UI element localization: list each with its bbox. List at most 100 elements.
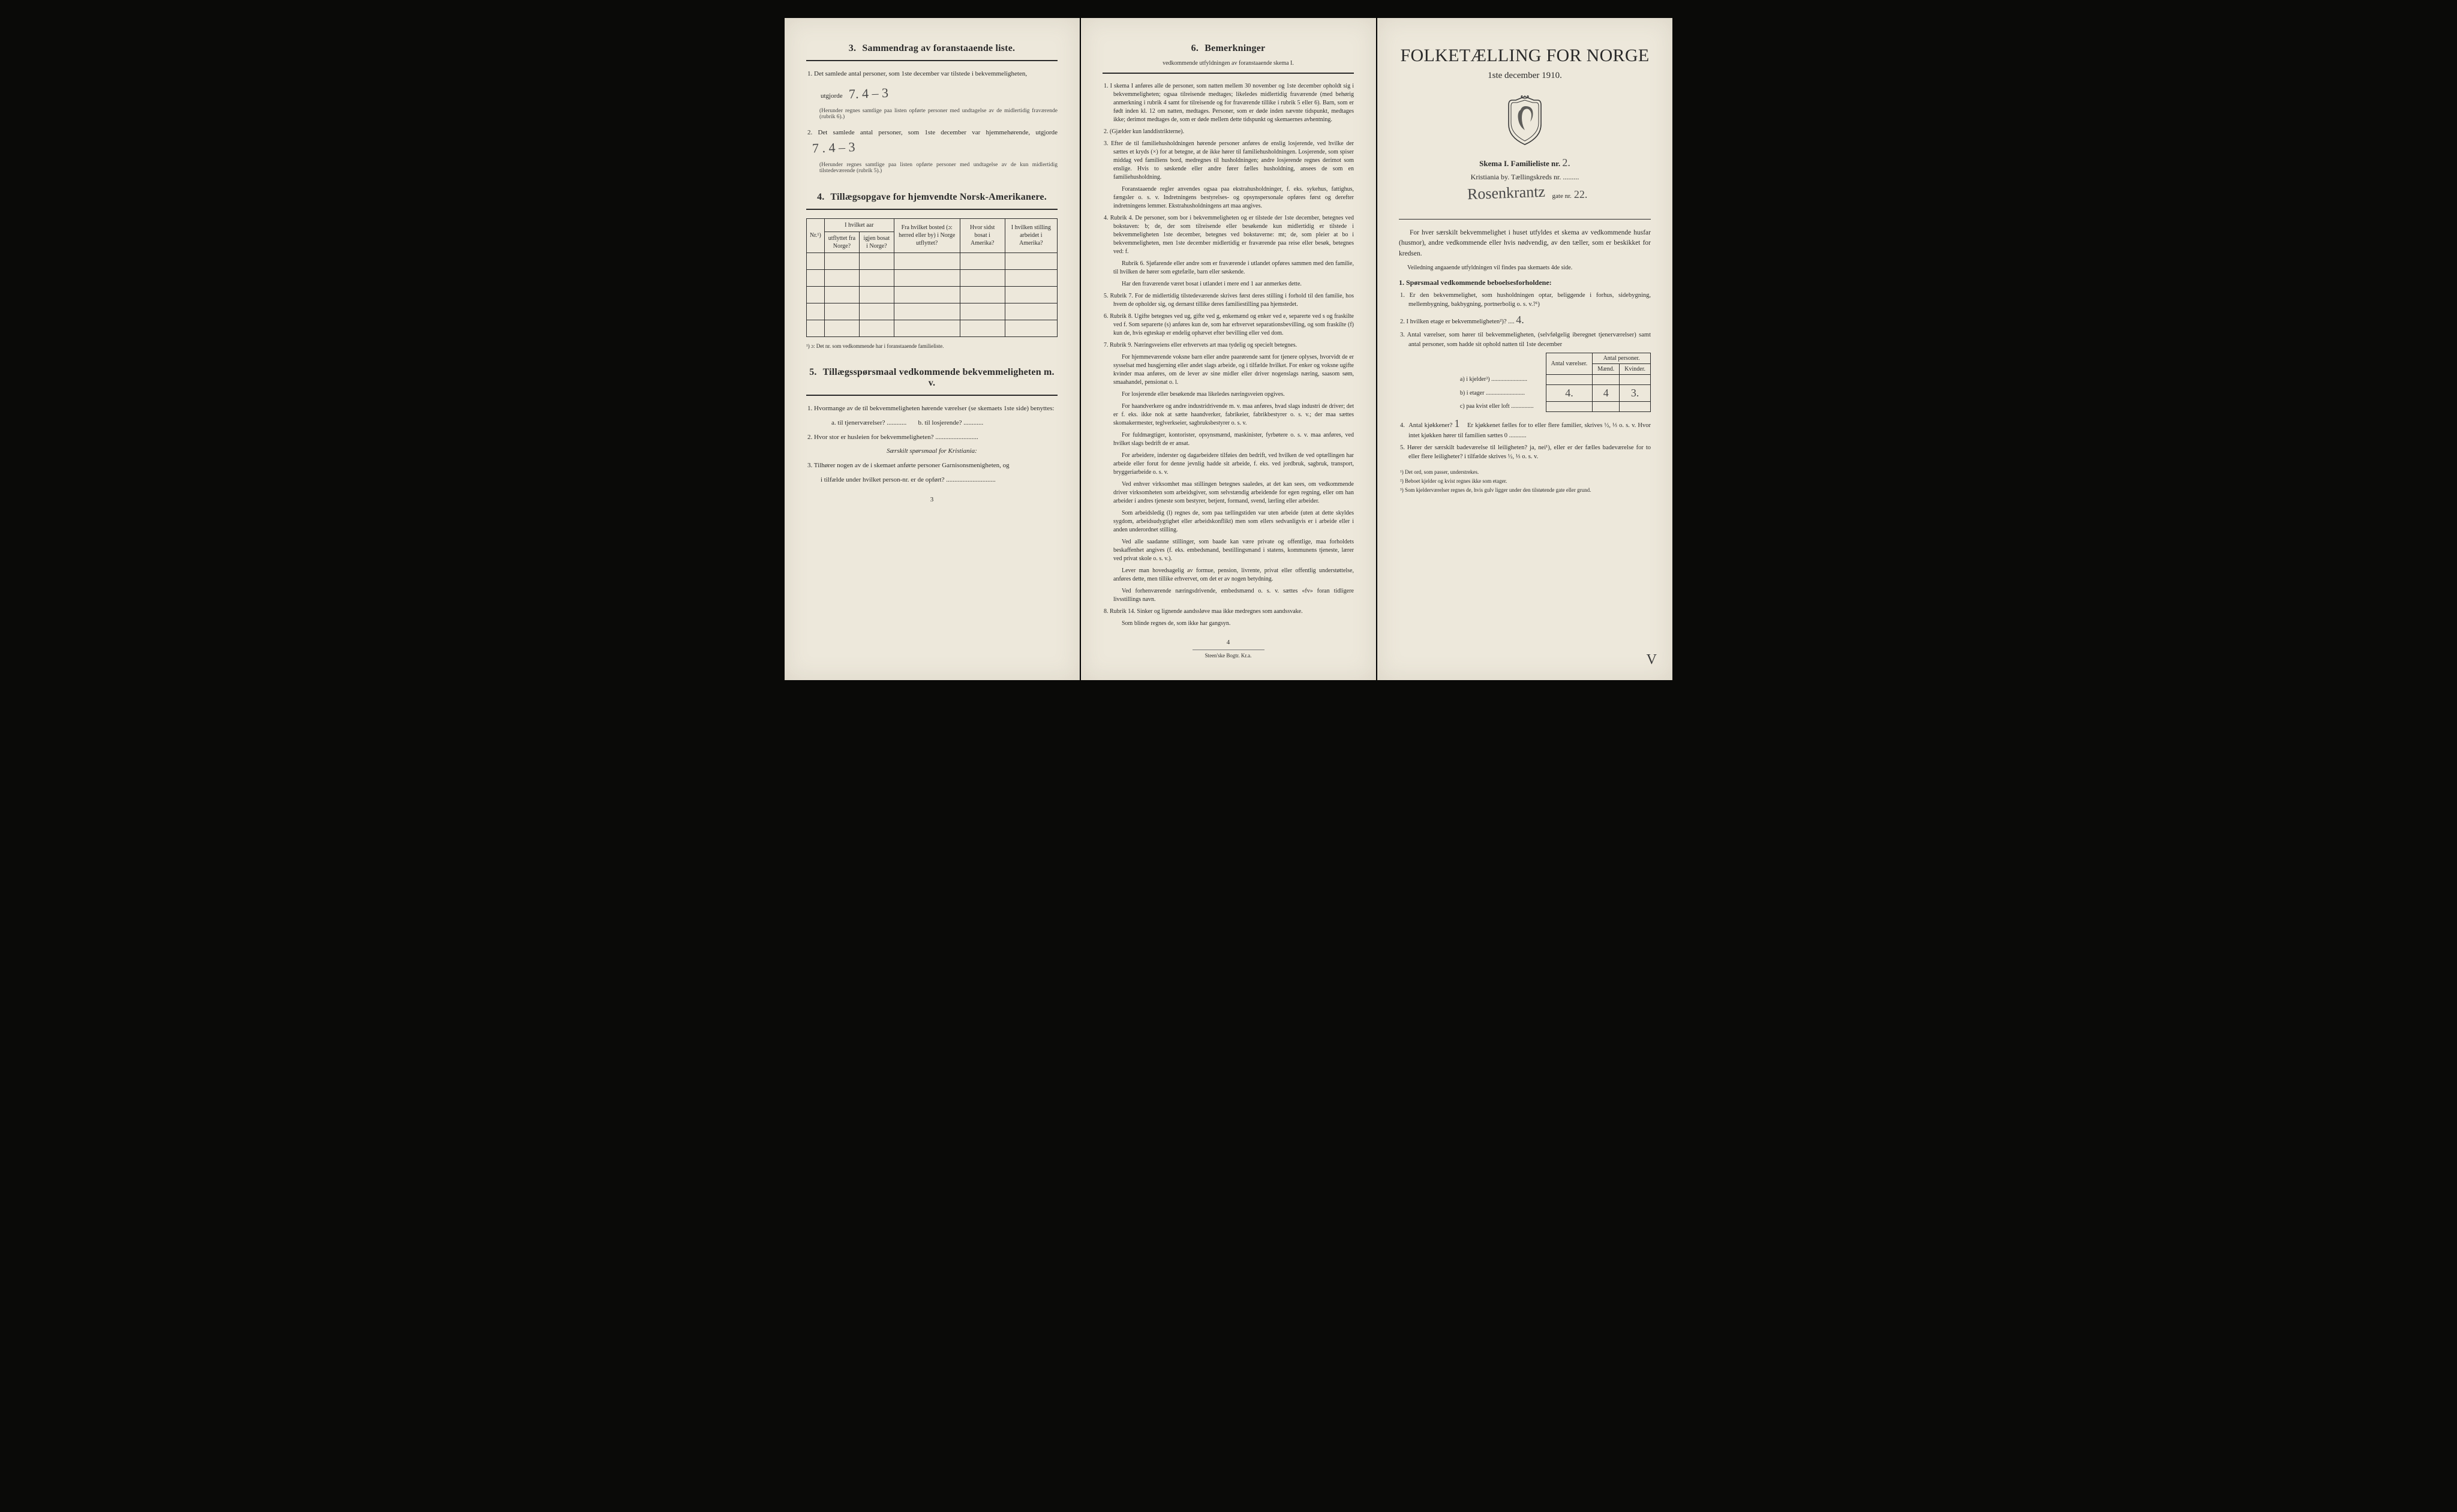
intro-text-2: Veiledning angaaende utfyldningen vil fi… [1399,264,1651,272]
rooms-col-kvinder: Kvinder. [1620,363,1651,374]
bemerkning-item: 6. Rubrik 8. Ugifte betegnes ved ug, gif… [1103,312,1354,338]
right-footnotes: ¹) Det ord, som passer, understrekes. ²)… [1399,468,1651,494]
section-3-heading: 3. Sammendrag av foranstaaende liste. [806,43,1058,54]
sec5-q3b: i tilfælde under hvilket person-nr. er d… [806,476,1058,485]
col-igjen: igjen bosat i Norge? [859,232,894,252]
col-stilling: I hvilken stilling arbeidet i Amerika? [1005,218,1057,252]
divider [1399,219,1651,220]
table-row [807,286,1058,303]
right-q2: 2. I hvilken etage er bekvemmeligheten²)… [1408,312,1651,327]
rooms-row-label: b) i etager .......................... [1455,384,1546,401]
bemerkning-item: 3. Efter de til familiehusholdningen hør… [1103,140,1354,182]
footnote-3: ³) Som kjelderværelser regnes de, hvis g… [1399,486,1651,494]
rooms-col-maend: Mænd. [1593,363,1620,374]
bemerkning-item: Rubrik 6. Sjøfarende eller andre som er … [1103,260,1354,276]
rooms-col-pers: Antal personer. [1593,353,1651,363]
right-q1: 1. Er den bekvemmelighet, som husholdnin… [1408,291,1651,309]
rooms-row-label: c) paa kvist eller loft ............... [1455,401,1546,411]
rooms-row: c) paa kvist eller loft ............... [1455,401,1651,411]
section-4-heading: 4. Tillægsopgave for hjemvendte Norsk-Am… [806,192,1058,203]
skema-line: Skema I. Familieliste nr. 2. [1399,157,1651,169]
bemerkning-item: For arbeidere, inderster og dagarbeidere… [1103,452,1354,477]
divider [806,209,1058,210]
trifold-document: 3. Sammendrag av foranstaaende liste. 1.… [785,18,1672,680]
handwritten-street-no: 22. [1574,188,1588,200]
col-utflyttet: utflyttet fra Norge? [824,232,859,252]
bemerkning-item: 5. Rubrik 7. For de midlertidig tilstede… [1103,292,1354,309]
street-line: Rosenkrantz gate nr. 22. [1399,184,1651,202]
sec3-q2: 2. Det samlede antal personer, som 1ste … [806,128,1058,157]
col-aar: I hvilket aar [824,218,894,232]
bemerkning-item: Ved alle saadanne stillinger, som baade … [1103,538,1354,563]
divider [806,395,1058,396]
rooms-vaer [1546,401,1593,411]
census-title: FOLKETÆLLING FOR NORGE [1399,46,1651,66]
bemerkning-item: Som blinde regnes de, som ikke har gangs… [1103,620,1354,628]
col-bosted: Fra hvilket bosted (ɔ: herred eller by) … [894,218,960,252]
right-q4: 4. Antal kjøkkener? 1 Er kjøkkenet fælle… [1408,416,1651,440]
bemerkning-item: 7. Rubrik 9. Næringsveiens eller erhverv… [1103,341,1354,350]
coat-of-arms-icon [1504,95,1546,146]
sec5-q3: 3. Tilhører nogen av de i skemaet anført… [806,461,1058,471]
bemerkning-item: For fuldmægtiger, kontorister, opsynsmæn… [1103,431,1354,448]
census-date: 1ste december 1910. [1399,71,1651,81]
footnote-1: ¹) Det ord, som passer, understrekes. [1399,468,1651,476]
rooms-vaer [1546,374,1593,384]
divider [1103,73,1354,74]
bemerkning-item: 4. Rubrik 4. De personer, som bor i bekv… [1103,214,1354,256]
table-head: Nr.¹) I hvilket aar Fra hvilket bosted (… [807,218,1058,252]
bemerkning-item: Som arbeidsledig (l) regnes de, som paa … [1103,509,1354,534]
table-row [807,320,1058,336]
page-number-3: 3 [806,496,1058,503]
handwritten-etage: 4. [1516,314,1524,326]
bemerkning-item: 1. I skema I anføres alle de personer, s… [1103,82,1354,124]
handwritten-kjokkener: 1 [1455,417,1460,429]
bemerkning-item: Ved forhenværende næringsdrivende, embed… [1103,587,1354,604]
rooms-row: b) i etager ..........................4.… [1455,384,1651,401]
bemerkning-item: Har den fraværende været bosat i utlande… [1103,280,1354,288]
divider [806,60,1058,61]
section-6-heading: 6. Bemerkninger [1103,43,1354,54]
handwritten-total-2: 7 . 4 – 3 [818,137,860,158]
rooms-kvinder: 3. [1620,384,1651,401]
right-q3: 3. Antal værelser, som hører til bekvemm… [1408,330,1651,348]
bemerkning-item: Foranstaaende regler anvendes ogsaa paa … [1103,185,1354,211]
printer-credit: Steen'ske Bogtr. Kr.a. [1193,650,1264,659]
rooms-table: Antal værelser. Antal personer. Mænd. Kv… [1455,353,1651,412]
bemerkning-item: 2. (Gjælder kun landdistrikterne). [1103,128,1354,136]
panel-page-3: 3. Sammendrag av foranstaaende liste. 1.… [785,18,1080,680]
sec5-subhead: Særskilt spørsmaal for Kristiania: [806,447,1058,456]
bemerkning-item: 8. Rubrik 14. Sinker og lignende aandssl… [1103,608,1354,616]
rooms-kvinder [1620,401,1651,411]
sec3-q1: 1. Det samlede antal personer, som 1ste … [806,70,1058,79]
city-line: Kristiania by. Tællingskreds nr. .......… [1399,173,1651,182]
sec3-q1b: utgjorde 7. 4 – 3 [806,84,1058,103]
sec3-q2-note: (Herunder regnes samtlige paa listen opf… [806,162,1058,174]
bemerkning-item: For haandverkere og andre industridriven… [1103,402,1354,428]
handwritten-total-1: 7. 4 – 3 [844,83,894,104]
panel-cover: FOLKETÆLLING FOR NORGE 1ste december 191… [1377,18,1672,680]
sec4-footnote: ¹) ɔ: Det nr. som vedkommende har i fora… [806,343,1058,349]
table-row [807,252,1058,269]
intro-text-1: For hver særskilt bekvemmelighet i huset… [1399,228,1651,259]
rooms-row-label: a) i kjelder³) ........................ [1455,374,1546,384]
bemerkning-item: For losjerende eller besøkende maa likel… [1103,390,1354,399]
col-hvor: Hvor sidst bosat i Amerika? [960,218,1005,252]
table-row [807,303,1058,320]
page-number-4: 4 [1103,639,1354,646]
rooms-col-vaer: Antal værelser. [1546,353,1593,374]
rooms-kvinder [1620,374,1651,384]
sec5-q1ab: a. til tjenerværelser? ............ b. t… [806,419,1058,428]
sec5-q1: 1. Hvormange av de til bekvemmeligheten … [806,404,1058,414]
sec5-q2: 2. Hvor stor er husleien for bekvemmelig… [806,433,1058,443]
handwritten-familieliste-nr: 2. [1562,157,1570,169]
questions-heading: 1. Spørsmaal vedkommende beboelsesforhol… [1399,278,1651,287]
table-row [807,269,1058,286]
handwritten-corner-mark: V [1647,652,1657,668]
footnote-2: ²) Beboet kjelder og kvist regnes ikke s… [1399,477,1651,485]
handwritten-street: Rosenkrantz [1462,182,1550,203]
rooms-maend: 4 [1593,384,1620,401]
sec3-q1-note: (Herunder regnes samtlige paa listen opf… [806,108,1058,120]
norsk-amerikanere-table: Nr.¹) I hvilket aar Fra hvilket bosted (… [806,218,1058,337]
right-q5: 5. Hører der særskilt badeværelse til le… [1408,443,1651,461]
